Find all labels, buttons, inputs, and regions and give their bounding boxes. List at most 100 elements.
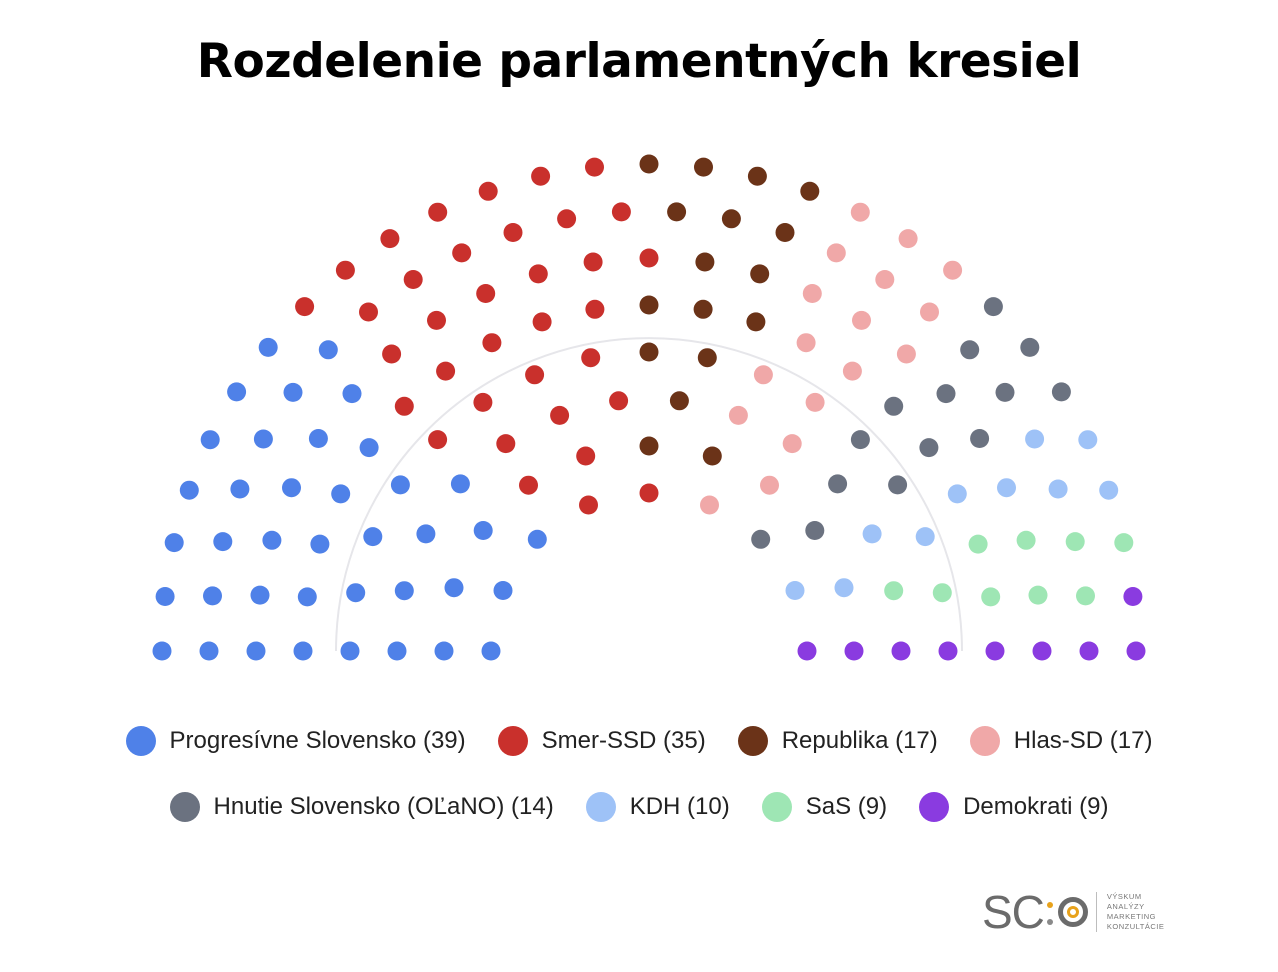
legend-label: Hnutie Slovensko (OĽaNO) (14) [213,793,554,820]
seat-progres-vne-slovensko [527,529,547,549]
seat-hlas-sd [802,284,822,303]
seat-hlas-sd [920,302,939,322]
majority-arc [335,337,963,652]
seat-progres-vne-slovensko [227,382,247,402]
seat-demokrati [844,641,864,661]
logo-colon-icon [1046,892,1054,932]
seat-progres-vne-slovensko [200,430,220,450]
seat-progres-vne-slovensko [179,480,199,500]
seat-republika [639,295,659,315]
legend-swatch [737,726,768,756]
seat-republika [639,342,659,362]
seat-hnutie-slovensko-o-ano- [850,430,870,450]
seat-republika [669,391,689,411]
seat-hnutie-slovensko-o-ano- [888,475,908,495]
legend-item-hlas-sd: Hlas-SD (17) [969,726,1152,756]
seat-hlas-sd [896,344,916,364]
seat-demokrati [797,641,817,661]
seat-progres-vne-slovensko [283,382,303,402]
seat-smer-ssd [583,252,603,272]
seat-kdh [834,578,854,598]
seat-hlas-sd [760,475,779,495]
seat-smer-ssd [473,392,493,412]
seat-smer-ssd [428,202,448,222]
seat-kdh [862,524,882,544]
seat-hlas-sd [850,202,870,222]
seat-republika [697,348,717,368]
legend-swatch [585,792,616,822]
legend-swatch [919,792,950,822]
seat-hlas-sd [943,260,963,280]
seat-smer-ssd [639,248,659,268]
seat-progres-vne-slovensko [199,641,219,661]
seat-smer-ssd [335,260,355,280]
seat-progres-vne-slovensko [359,438,379,458]
seat-hnutie-slovensko-o-ano- [995,382,1015,402]
legend-swatch [125,726,156,756]
seat-smer-ssd [557,209,577,229]
seat-progres-vne-slovensko [246,641,266,661]
seat-smer-ssd [380,229,400,249]
seat-kdh [997,478,1016,498]
seat-hnutie-slovensko-o-ano- [1051,382,1071,402]
legend-label: Demokrati (9) [963,793,1109,820]
seat-progres-vne-slovensko [213,532,233,552]
seat-progres-vne-slovensko [340,641,360,661]
seat-sas [968,534,988,554]
seat-smer-ssd [532,312,552,332]
seat-smer-ssd [436,361,456,381]
seat-hnutie-slovensko-o-ano- [970,429,990,448]
seat-smer-ssd [519,475,538,495]
seat-progres-vne-slovensko [473,521,493,540]
seat-progres-vne-slovensko [318,340,338,360]
legend-item-demokrati: Demokrati (9) [919,792,1108,822]
logo-divider [1095,892,1097,932]
seat-smer-ssd [403,270,423,289]
seat-hlas-sd [898,229,918,249]
seat-republika [693,299,713,319]
seat-demokrati [1079,641,1099,661]
seat-hnutie-slovensko-o-ano- [983,297,1003,317]
seat-progres-vne-slovensko [258,337,278,357]
seat-smer-ssd [359,302,378,322]
seat-republika [702,446,722,466]
seat-progres-vne-slovensko [387,641,407,661]
seat-progres-vne-slovensko [230,479,250,499]
seat-progres-vne-slovensko [308,429,328,448]
seat-republika [746,312,766,332]
seat-kdh [1099,480,1119,500]
seat-progres-vne-slovensko [310,534,330,554]
logo-line: MARKETING [1106,912,1156,921]
legend-label: Smer-SSD (35) [541,727,706,754]
seat-kdh [1078,430,1098,450]
seat-hlas-sd [782,434,802,454]
seat-hnutie-slovensko-o-ano- [828,474,848,494]
seat-smer-ssd [452,243,472,263]
seat-republika [667,202,687,222]
seat-republika [639,436,659,456]
seat-smer-ssd [525,365,545,385]
seat-sas [1114,533,1134,553]
seat-demokrati [1032,641,1052,661]
seat-republika [694,157,713,177]
seat-kdh [947,484,967,504]
seat-smer-ssd [609,391,629,411]
seat-republika [775,223,795,242]
seat-smer-ssd [579,495,598,515]
legend-item-smer-ssd: Smer-SSD (35) [497,726,706,756]
legend-swatch [969,726,1000,756]
seat-republika [747,166,767,186]
seat-kdh [915,527,935,547]
parliament-chart [152,154,1146,661]
legend-label: Progresívne Slovensko (39) [169,727,466,754]
seat-republika [639,154,659,174]
seat-smer-ssd [585,157,604,177]
seat-progres-vne-slovensko [481,641,501,661]
seat-smer-ssd [585,299,605,319]
seat-hlas-sd [852,310,871,330]
legend-item-progresivne-slovensko: Progresívne Slovensko (39) [125,726,466,756]
logo-tagline: VÝSKUM ANALÝZY MARKETING KONZULTÁCIE [1107,892,1164,932]
seat-smer-ssd [382,344,402,364]
seat-smer-ssd [394,396,414,416]
seat-sas [932,583,952,603]
